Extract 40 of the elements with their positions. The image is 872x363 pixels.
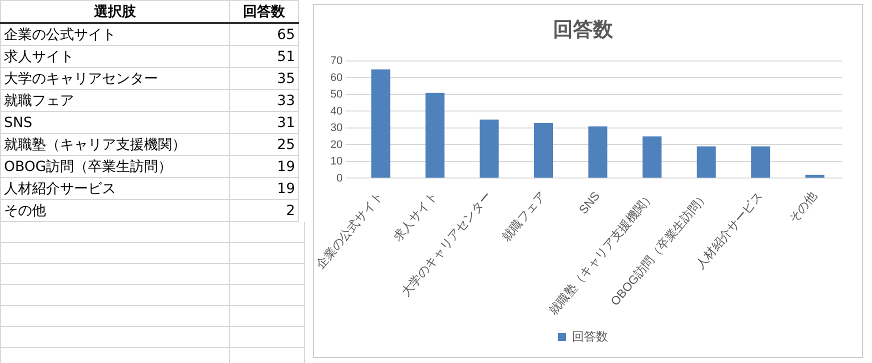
y-tick-label: 0 bbox=[336, 172, 343, 184]
text: 就職フェア bbox=[0, 90, 230, 112]
text: 選択肢 bbox=[0, 0, 230, 23]
bar bbox=[588, 126, 608, 178]
text: OBOG訪問（卒業生訪問） bbox=[0, 156, 230, 178]
x-tick-label: 企業の公式サイト bbox=[313, 188, 386, 272]
chart-title: 回答数 bbox=[553, 17, 614, 42]
bar bbox=[642, 136, 662, 178]
bar bbox=[751, 146, 770, 178]
y-tick-label: 40 bbox=[330, 105, 343, 118]
bar bbox=[480, 120, 499, 178]
text: 求人サイト bbox=[0, 46, 230, 68]
text: 大学のキャリアセンター bbox=[0, 68, 230, 90]
text: 2 bbox=[230, 200, 298, 222]
y-tick-label: 30 bbox=[330, 122, 343, 134]
bar bbox=[534, 122, 554, 178]
bar bbox=[371, 69, 390, 178]
y-tick-label: 70 bbox=[330, 55, 343, 68]
y-tick-label: 50 bbox=[330, 88, 343, 101]
text: 企業の公式サイト bbox=[0, 23, 230, 46]
legend-label: 回答数 bbox=[572, 329, 608, 344]
text: 35 bbox=[230, 68, 298, 90]
bar bbox=[696, 146, 716, 178]
text: 就職塾（キャリア支援機関） bbox=[0, 134, 230, 156]
text: 回答数 bbox=[230, 0, 298, 23]
y-tick-label: 10 bbox=[330, 156, 343, 168]
text: 25 bbox=[230, 134, 298, 156]
text: 19 bbox=[230, 156, 298, 178]
text: 19 bbox=[230, 178, 298, 200]
text: SNS bbox=[0, 112, 230, 134]
x-tick-label: 就職フェア bbox=[499, 188, 548, 244]
x-tick-label: その他 bbox=[786, 188, 820, 226]
text: 33 bbox=[230, 90, 298, 112]
x-tick-label: 求人サイト bbox=[390, 188, 440, 244]
text: 31 bbox=[230, 112, 298, 134]
text: 51 bbox=[230, 46, 298, 68]
text: 65 bbox=[230, 23, 298, 46]
y-tick-label: 60 bbox=[330, 72, 343, 84]
bar bbox=[425, 92, 444, 178]
y-tick-label: 20 bbox=[330, 138, 343, 151]
